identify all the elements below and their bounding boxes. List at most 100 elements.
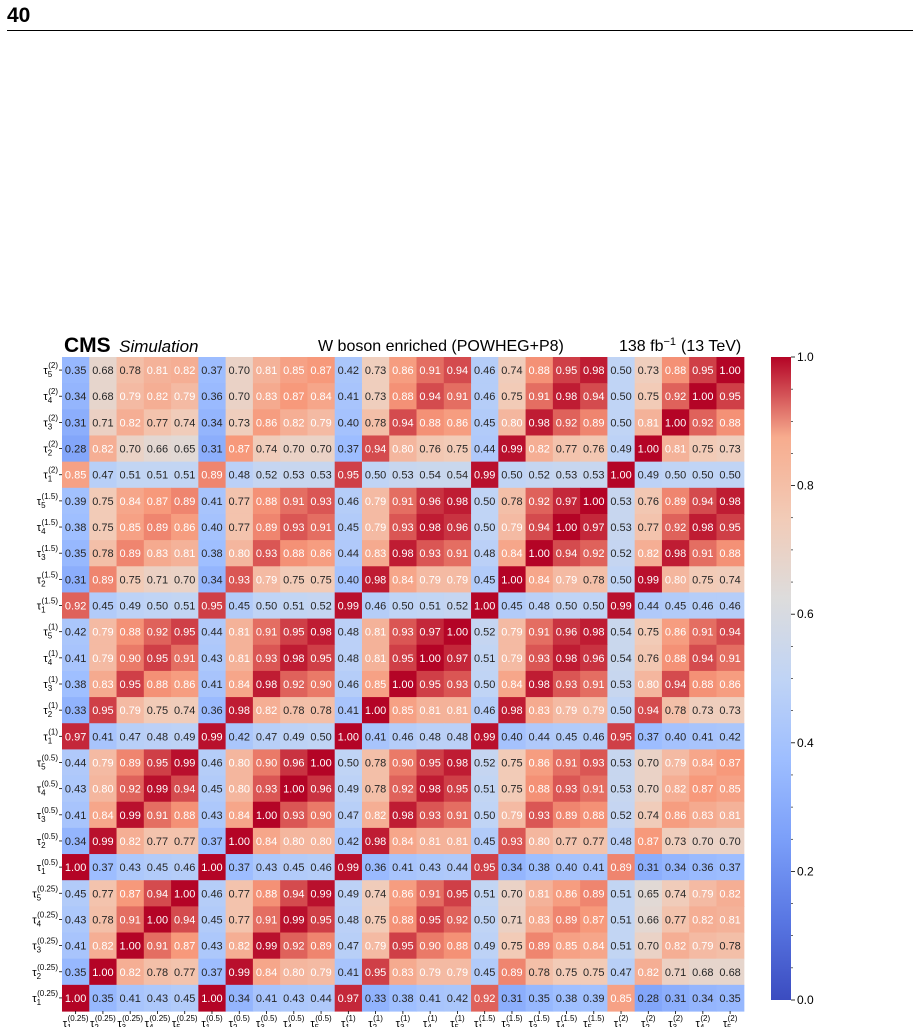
cell-value-label: 0.78 [365,757,386,769]
heatmap-cell [552,618,581,646]
heatmap-cell [280,357,309,384]
cell-value-label: 0.95 [365,967,386,979]
heatmap-cell [498,854,527,881]
cell-value-label: 0.53 [556,470,577,482]
heatmap-cell [198,880,227,907]
heatmap-cell [416,618,445,646]
cell-value-label: 0.95 [174,627,195,639]
cell-value-label: 0.87 [119,888,140,900]
x-tick-label: τ4(0.5) [283,1014,305,1027]
cell-value-label: 0.73 [719,705,740,717]
heatmap-cell [252,357,281,384]
cell-value-label: 0.47 [338,810,359,822]
cell-value-label: 0.84 [392,836,413,848]
x-tick-label: τ5(1) [450,1014,465,1027]
heatmap-cell [552,854,581,881]
cell-value-label: 0.98 [419,522,440,534]
cell-value-label: 0.28 [638,993,659,1005]
heatmap-cell [580,540,608,567]
heatmap-cell [661,932,690,960]
heatmap-cell [334,409,363,437]
heatmap-cell [116,880,145,907]
heatmap-cell [634,540,663,567]
heatmap-cell [552,670,581,698]
heatmap-cell [552,801,581,829]
x-tick-label: τ1(0.5) [201,1014,223,1027]
cell-value-label: 0.50 [719,470,740,482]
cell-value-label: 0.83 [365,548,386,560]
heatmap-cell [171,566,199,594]
heatmap-cell [471,409,499,437]
heatmap-cell [416,383,445,410]
cell-value-label: 0.93 [419,810,440,822]
cell-value-label: 0.46 [392,731,413,743]
cell-value-label: 0.98 [310,627,331,639]
heatmap-cell [307,461,336,489]
heatmap-cell [225,487,254,515]
heatmap-cell [252,854,281,881]
cell-value-label: 0.50 [583,601,604,613]
cell-value-label: 0.99 [338,601,359,613]
x-tick-label: τ1(2) [614,1014,629,1027]
cell-value-label: 0.75 [501,391,522,403]
cell-value-label: 1.00 [556,522,577,534]
heatmap-cell [389,775,418,803]
heatmap-cell [389,592,418,620]
heatmap-cell [252,880,281,907]
cell-value-label: 0.77 [556,444,577,456]
cell-value-label: 0.40 [501,731,522,743]
cell-value-label: 0.54 [419,470,440,482]
heatmap-cell [580,461,608,489]
cell-value-label: 0.79 [92,653,113,665]
cell-value-label: 0.98 [392,548,413,560]
heatmap-cell [307,435,336,463]
heatmap-cell [471,697,499,724]
heatmap-cell [607,775,636,803]
heatmap-cell [225,854,254,881]
cell-value-label: 0.40 [556,862,577,874]
heatmap-cell [143,566,172,594]
cell-value-label: 0.75 [501,941,522,953]
cell-value-label: 0.31 [65,417,86,429]
heatmap-cell [307,409,336,437]
heatmap-cell [661,723,690,750]
cell-value-label: 0.84 [229,810,250,822]
heatmap-cell [498,644,527,672]
cell-value-label: 1.00 [638,444,659,456]
cell-value-label: 0.89 [201,470,222,482]
cell-value-label: 0.89 [501,967,522,979]
heatmap-cell [62,932,90,960]
cell-value-label: 0.89 [665,496,686,508]
cell-value-label: 0.91 [256,914,277,926]
heatmap-cells: 0.35 0.68 0.78 0.81 0.82 0.37 0.70 0.81 0.85 0.87… [62,357,745,1012]
colorbar-tick-label: 0.0 [797,993,814,1007]
heatmap-cell [171,670,199,698]
cell-value-label: 0.95 [392,653,413,665]
cell-value-label: 0.98 [229,705,250,717]
cell-value-label: 0.52 [256,470,277,482]
heatmap-cell [525,906,554,934]
cell-value-label: 0.84 [392,574,413,586]
cell-value-label: 0.94 [365,444,386,456]
cell-value-label: 0.79 [583,705,604,717]
heatmap-cell [198,644,227,672]
cell-value-label: 0.86 [665,627,686,639]
cell-value-label: 0.82 [92,444,113,456]
cell-value-label: 0.81 [365,653,386,665]
cell-value-label: 0.79 [447,967,468,979]
heatmap-cell [416,749,445,777]
cell-value-label: 0.89 [583,417,604,429]
heatmap-cell [498,461,527,489]
cell-value-label: 1.00 [419,653,440,665]
heatmap-cell [62,461,90,489]
cell-value-label: 0.92 [583,548,604,560]
cell-value-label: 0.52 [447,601,468,613]
cell-value-label: 0.96 [447,522,468,534]
cell-value-label: 0.86 [556,888,577,900]
cell-value-label: 0.92 [147,627,168,639]
cell-value-label: 0.51 [119,470,140,482]
cell-value-label: 0.95 [556,365,577,377]
heatmap-cell [143,697,172,724]
heatmap-cell [607,723,636,750]
cell-value-label: 0.84 [692,757,713,769]
